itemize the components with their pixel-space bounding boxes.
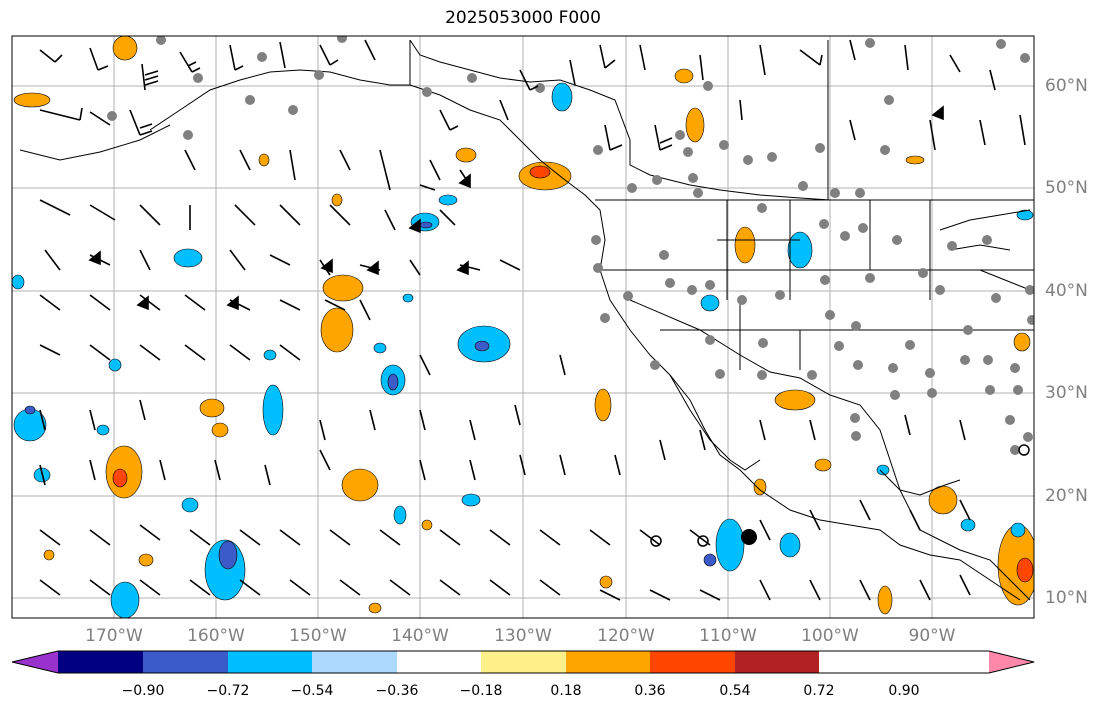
- lon-label: 110°W: [699, 626, 757, 646]
- lon-label: 100°W: [801, 626, 859, 646]
- lat-label: 30°N: [1045, 383, 1088, 403]
- lat-label: 40°N: [1045, 281, 1088, 301]
- colorbar-segment: [481, 651, 566, 673]
- lon-label: 150°W: [289, 626, 347, 646]
- station-marker-open: [697, 535, 709, 547]
- lon-label: 140°W: [391, 626, 449, 646]
- colorbar-tick-label: −0.18: [459, 683, 503, 699]
- lat-label: 60°N: [1045, 76, 1088, 96]
- contour-fill: [12, 36, 1034, 618]
- lat-label: 20°N: [1045, 486, 1088, 506]
- colorbar-segment: [566, 651, 650, 673]
- colorbar-extension-high: [989, 651, 1034, 673]
- colorbar-tick-label: 0.72: [803, 683, 835, 699]
- map-frame: [11, 35, 1035, 619]
- colorbar-tick-label: −0.54: [290, 683, 334, 699]
- lon-label: 120°W: [597, 626, 655, 646]
- colorbar-tick-label: 0.18: [550, 683, 582, 699]
- station-marker-open: [650, 535, 662, 547]
- colorbar: [11, 650, 1035, 674]
- colorbar-segment: [650, 651, 735, 673]
- colorbar-tick-label: 0.54: [719, 683, 751, 699]
- colorbar-tick-label: 0.90: [888, 683, 920, 699]
- colorbar-outline: [11, 650, 1035, 674]
- wind-barbs: [39, 39, 1026, 601]
- colorbar-tick-label: 0.36: [634, 683, 666, 699]
- station-dots: [107, 36, 1034, 455]
- colorbar-segment: [58, 651, 143, 673]
- colorbar-segment: [143, 651, 228, 673]
- station-marker: [741, 529, 757, 545]
- lat-label: 10°N: [1045, 588, 1088, 608]
- lon-label: 130°W: [494, 626, 552, 646]
- colorbar-segment: [228, 651, 312, 673]
- colorbar-tick-label: −0.36: [375, 683, 419, 699]
- lon-label: 170°W: [85, 626, 143, 646]
- colorbar-extension-low: [12, 651, 58, 673]
- lon-label: 160°W: [187, 626, 245, 646]
- lon-label: 90°W: [908, 626, 956, 646]
- station-marker-open: [1018, 444, 1030, 456]
- colorbar-segment: [735, 651, 819, 673]
- colorbar-tick-label: −0.72: [206, 683, 250, 699]
- map-title: 2025053000 F000: [445, 8, 601, 28]
- colorbar-segment: [397, 651, 481, 673]
- colorbar-segment: [312, 651, 397, 673]
- colorbar-tick-label: −0.90: [121, 683, 165, 699]
- lat-label: 50°N: [1045, 178, 1088, 198]
